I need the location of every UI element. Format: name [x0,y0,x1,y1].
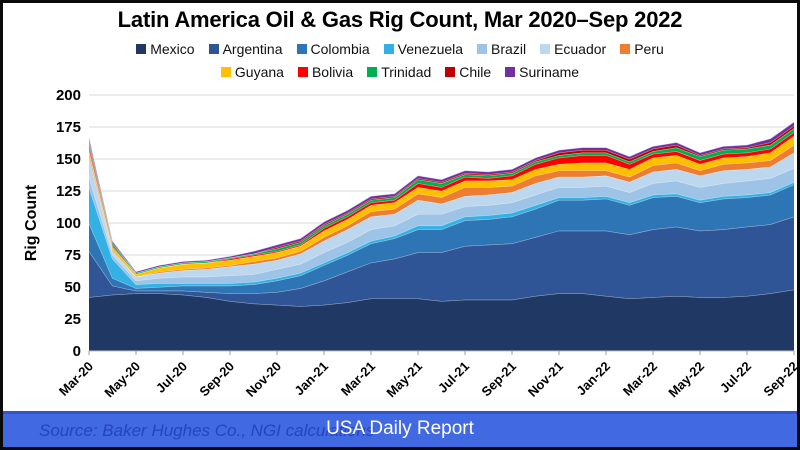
legend-item-argentina: Argentina [208,41,283,57]
legend-swatch-ecuador [540,44,551,54]
legend-swatch-colombia [296,44,307,54]
x-tick-label: Mar-21 [338,359,378,399]
legend-label: Colombia [310,41,370,57]
legend-label: Chile [459,64,492,80]
x-tick-label: Jul-21 [435,359,472,396]
y-tick-label: 25 [64,311,81,328]
legend-label: Ecuador [554,41,607,57]
x-tick-label: Jan-22 [573,359,613,399]
legend-swatch-suriname [505,67,516,77]
x-tick-label: Sep-20 [196,359,237,400]
y-tick-label: 200 [56,87,81,104]
y-tick-label: 75 [64,247,81,264]
footer-bar: Source: Baker Hughes Co., NGI calculatio… [3,411,797,447]
brand-text: USA Daily Report [326,418,474,439]
legend-item-brazil: Brazil [477,41,526,57]
legend-swatch-guyana [220,67,231,77]
y-tick-label: 175 [56,119,81,136]
y-tick-label: 0 [73,343,81,360]
x-tick-label: May-20 [101,359,143,401]
source-text: Source: Baker Hughes Co., NGI calculatio… [39,421,375,440]
legend-item-guyana: Guyana [220,64,284,80]
legend-item-bolivia: Bolivia [297,64,354,80]
legend-item-chile: Chile [445,64,491,80]
legend-label: Argentina [222,41,283,57]
x-tick-label: Jul-20 [153,359,190,396]
legend-item-colombia: Colombia [296,41,370,57]
legend-item-trinidad: Trinidad [367,64,431,80]
x-tick-label: Mar-20 [56,359,96,399]
area-mexico [89,289,794,351]
x-tick-label: Mar-22 [620,359,660,399]
rig-count-stacked-area-chart: 0 25 50 75 100 125 150 175 200 Mar-20 May-20 Jul-20… [23,87,800,401]
y-tick-label: 125 [56,183,81,200]
legend-item-mexico: Mexico [136,41,195,57]
legend-item-ecuador: Ecuador [540,41,606,57]
x-tick-label: Jan-21 [291,359,331,399]
x-tick-label: Sep-22 [760,359,800,400]
area-border-suriname [88,121,795,273]
legend-swatch-trinidad [367,67,378,77]
legend-swatch-mexico [136,44,147,54]
y-tick-label: 100 [56,215,81,232]
legend-label: Bolivia [311,64,354,80]
legend-label: Brazil [491,41,527,57]
x-tick-label: Nov-20 [243,359,284,400]
area-brazil [89,168,794,285]
area-argentina [89,216,794,307]
y-tick-label: 150 [56,151,81,168]
legend-item-peru: Peru [620,41,664,57]
legend-label: Suriname [519,64,580,80]
y-tick-label: 50 [64,279,81,296]
x-tick-label: Nov-21 [525,359,566,400]
area-ecuador [89,152,794,281]
area-peru [89,144,794,277]
legend-swatch-brazil [477,44,488,54]
x-tick-label: May-22 [665,359,707,401]
legend-swatch-argentina [208,44,219,54]
legend-swatch-bolivia [297,67,308,77]
legend-label: Peru [634,41,664,57]
legend-label: Venezuela [397,41,464,57]
x-tick-label: May-21 [383,359,425,401]
legend-item-venezuela: Venezuela [383,41,464,57]
legend-label: Mexico [150,41,195,57]
legend-swatch-venezuela [383,44,394,54]
legend-row-1: Mexico Argentina Colombia Venezuela Brazil Ec… [3,41,797,57]
x-tick-label: Sep-21 [478,359,519,400]
area-guyana [89,136,794,277]
area-colombia [89,184,794,294]
legend-label: Guyana [234,64,284,80]
y-axis-title: Rig Count [23,184,40,261]
chart-title: Latin America Oil & Gas Rig Count, Mar 2… [117,7,683,32]
legend-row-2: Guyana Bolivia Trinidad Chile Suriname [3,64,797,80]
legend-swatch-peru [620,44,631,54]
legend-label: Trinidad [381,64,432,80]
legend-item-suriname: Suriname [505,64,579,80]
legend-swatch-chile [445,67,456,77]
x-tick-label: Jul-22 [717,359,754,396]
